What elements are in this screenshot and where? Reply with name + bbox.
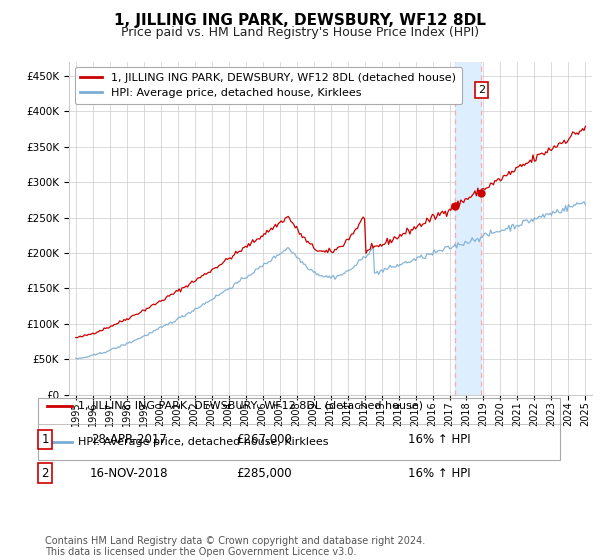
Text: 16-NOV-2018: 16-NOV-2018 bbox=[90, 466, 168, 480]
Bar bbox=[455, 62, 481, 395]
Text: HPI: Average price, detached house, Kirklees: HPI: Average price, detached house, Kirk… bbox=[78, 437, 329, 447]
Text: 1, JILLING ING PARK, DEWSBURY, WF12 8DL: 1, JILLING ING PARK, DEWSBURY, WF12 8DL bbox=[114, 13, 486, 28]
Text: 2: 2 bbox=[478, 85, 485, 95]
Text: 2: 2 bbox=[41, 466, 49, 480]
Legend: 1, JILLING ING PARK, DEWSBURY, WF12 8DL (detached house), HPI: Average price, de: 1, JILLING ING PARK, DEWSBURY, WF12 8DL … bbox=[74, 67, 462, 104]
Text: 28-APR-2017: 28-APR-2017 bbox=[91, 433, 167, 446]
Text: Price paid vs. HM Land Registry's House Price Index (HPI): Price paid vs. HM Land Registry's House … bbox=[121, 26, 479, 39]
Text: £285,000: £285,000 bbox=[236, 466, 292, 480]
Text: 16% ↑ HPI: 16% ↑ HPI bbox=[408, 466, 470, 480]
Text: 1: 1 bbox=[41, 433, 49, 446]
Text: 1: 1 bbox=[452, 85, 458, 95]
Text: 1, JILLING ING PARK, DEWSBURY, WF12 8DL (detached house): 1, JILLING ING PARK, DEWSBURY, WF12 8DL … bbox=[78, 401, 423, 411]
Text: 16% ↑ HPI: 16% ↑ HPI bbox=[408, 433, 470, 446]
Text: £267,000: £267,000 bbox=[236, 433, 292, 446]
Text: Contains HM Land Registry data © Crown copyright and database right 2024.
This d: Contains HM Land Registry data © Crown c… bbox=[45, 535, 425, 557]
